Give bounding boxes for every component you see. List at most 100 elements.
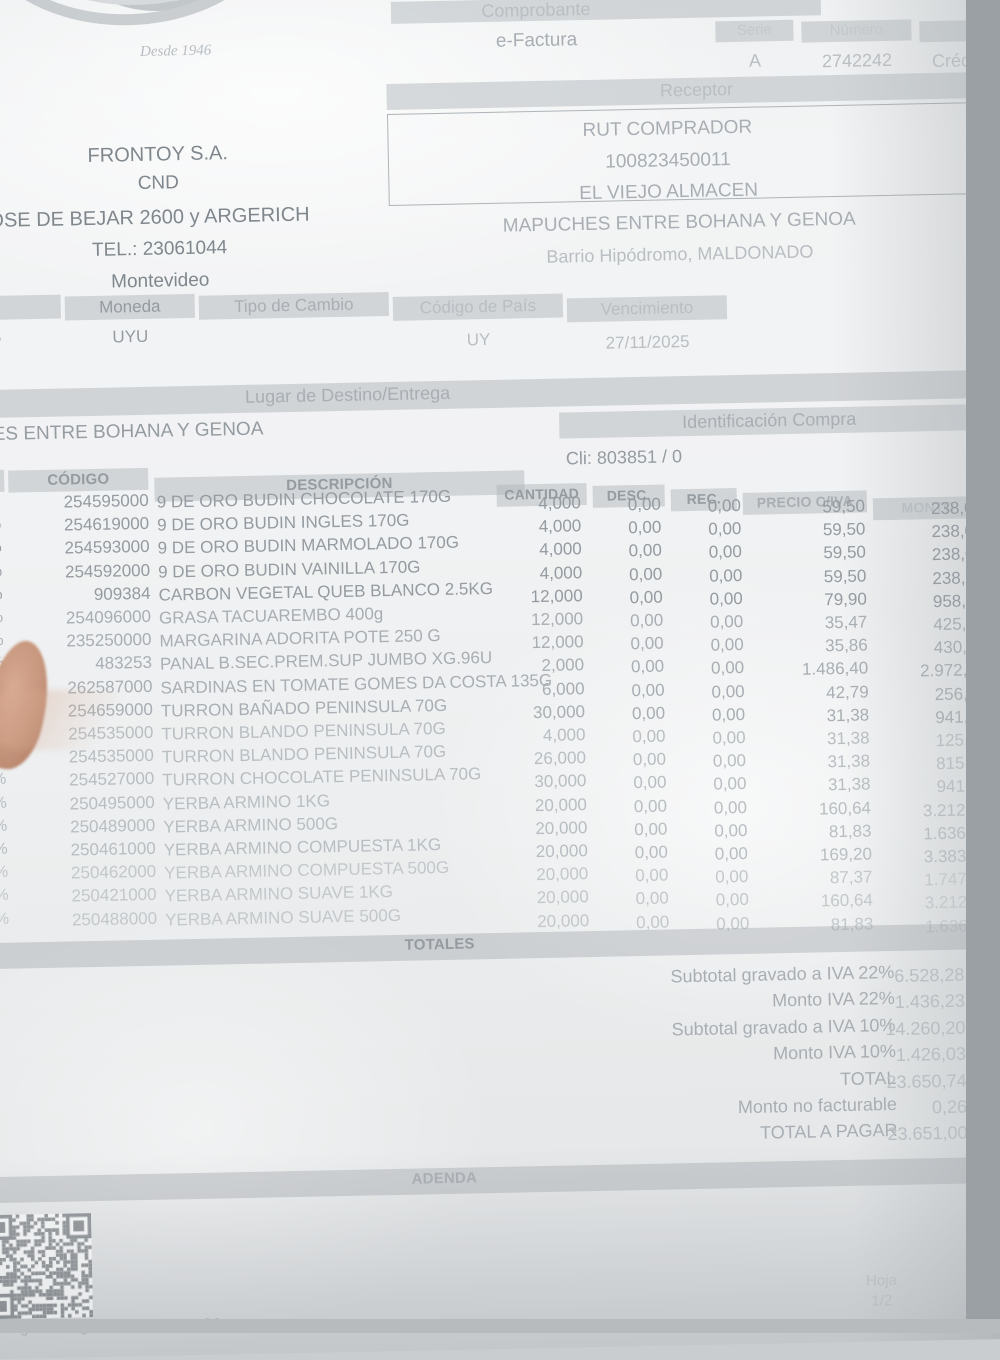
emitter-phone: TEL.: 23061044 — [91, 237, 228, 261]
cell-codigo: 250495000 — [69, 792, 155, 814]
codigo-pais-value: UY — [466, 329, 491, 350]
logo-tagline: Desde 1946 — [139, 42, 212, 60]
numero-value: 2742242 — [821, 49, 893, 72]
cell-codigo: 254595000 — [63, 490, 149, 512]
cell-desc: 0,00 — [631, 703, 666, 723]
total-value: 0,26 — [931, 1096, 968, 1118]
cell-iva: 0% — [0, 817, 8, 836]
cell-iva: 2% — [0, 585, 3, 604]
cell-desc: 0,00 — [632, 726, 666, 747]
cell-desc: 0,00 — [628, 564, 663, 584]
cell-iva: 10% — [0, 840, 8, 859]
receptor-address: MAPUCHES ENTRE BOHANA Y GENOA — [502, 208, 856, 237]
cell-precio: 79,90 — [824, 589, 867, 610]
cell-descripcion: CARBON VEGETAL QUEB BLANCO 2.5KG — [158, 578, 494, 605]
cell-iva: 0% — [0, 631, 4, 650]
cell-codigo: 254096000 — [65, 606, 152, 628]
cell-iva: 0% — [0, 794, 7, 812]
cell-precio: 81,83 — [828, 821, 872, 842]
moneda-label: Moneda — [98, 296, 161, 317]
cell-rec: 0,00 — [711, 681, 745, 702]
cell-precio: 59,50 — [823, 542, 867, 563]
hoja-label: Hoja — [865, 1271, 898, 1290]
vencimiento-value: 27/11/2025 — [605, 331, 690, 353]
cell-iva: % — [0, 562, 3, 580]
total-value: 1.426,03 — [895, 1043, 967, 1066]
fecha-band — [0, 294, 62, 321]
cell-rec: 0,00 — [714, 843, 749, 864]
emitter-address: OSE DE BEJAR 2600 y ARGERICH — [0, 203, 310, 232]
cell-precio: 31,38 — [827, 751, 871, 772]
tipo-cambio-label: Tipo de Cambio — [233, 294, 354, 317]
cell-rec: 0,00 — [715, 890, 750, 910]
emitter-city: Montevideo — [110, 269, 210, 293]
cell-descripcion: YERBA ARMINO 1KG — [162, 790, 331, 814]
cell-iva: 10% — [0, 887, 9, 905]
total-value: 23.651,00 — [887, 1122, 968, 1145]
cell-rec: 0,00 — [710, 635, 744, 655]
cell-precio: 31,38 — [827, 774, 871, 795]
cell-rec: 0,00 — [710, 658, 745, 678]
cell-precio: 160,64 — [818, 797, 872, 819]
compra-value: Cli: 803851 / 0 — [565, 446, 683, 469]
destino-value: CHES ENTRE BOHANA Y GENOA — [0, 418, 264, 446]
total-value: 6.528,28 — [894, 964, 965, 986]
cell-descripcion: YERBA ARMINO COMPUESTA 1KG — [163, 835, 442, 860]
cell-rec: 0,00 — [712, 751, 747, 771]
cell-iva: % — [0, 539, 2, 558]
cell-descripcion: TURRON CHOCOLATE PENINSULA 70G — [162, 764, 482, 791]
cell-desc: 0,00 — [632, 749, 667, 770]
cell-precio: 87,37 — [829, 867, 873, 888]
background-bottom — [0, 1319, 1000, 1333]
cell-cantidad: 20,000 — [537, 910, 590, 931]
cell-rec: 0,00 — [708, 519, 742, 539]
comprobante-type: e-Factura — [495, 29, 578, 52]
cell-rec: 0,00 — [715, 867, 749, 887]
cell-desc: 0,00 — [627, 494, 662, 515]
numero-label: Número — [829, 21, 884, 40]
cell-rec: 0,00 — [713, 774, 747, 794]
cell-iva: 10% — [0, 910, 10, 928]
cell-precio: 59,50 — [822, 519, 866, 540]
cell-codigo: 254527000 — [69, 769, 155, 790]
cell-desc: 0,00 — [628, 540, 662, 561]
fecha-value: 2025 — [0, 328, 1, 349]
cell-rec: 0,00 — [709, 611, 744, 632]
cell-desc: 0,00 — [633, 772, 667, 793]
cell-descripcion: MARGARINA ADORITA POTE 250 G — [159, 626, 441, 651]
cell-descripcion: YERBA ARMINO COMPUESTA 500G — [163, 858, 450, 883]
moneda-value: UYU — [112, 326, 149, 347]
cell-descripcion: 9 DE ORO BUDIN VAINILLA 170G — [157, 556, 421, 582]
total-value: 14.260,20 — [885, 1017, 966, 1039]
cell-codigo: 254592000 — [64, 560, 151, 582]
cell-rec: 0,00 — [709, 565, 743, 586]
total-value: 1.436,23 — [894, 990, 966, 1013]
iva-header-band — [0, 469, 5, 493]
cell-descripcion: YERBA ARMINO SUAVE 1KG — [164, 882, 394, 906]
cell-rec: 0,00 — [711, 704, 746, 725]
cell-precio: 31,38 — [826, 728, 870, 749]
cell-desc: 0,00 — [630, 633, 664, 654]
cell-desc: 0,00 — [628, 517, 662, 538]
serie-value: A — [748, 50, 762, 71]
finger-blur — [0, 690, 140, 750]
cell-rec: 0,00 — [712, 727, 746, 748]
codigo-pais-label: Código de País — [419, 296, 537, 318]
serie-label: Serie — [736, 21, 773, 39]
cell-precio: 35,86 — [825, 635, 868, 656]
cell-descripcion: 9 DE ORO BUDIN MARMOLADO 170G — [157, 533, 460, 559]
cell-rec: 0,00 — [708, 542, 743, 562]
comprobante-label: Comprobante — [481, 0, 591, 22]
cell-descripcion: PANAL B.SEC.PREM.SUP JUMBO XG.96U — [159, 648, 493, 675]
total-value: 23.650,74 — [886, 1070, 967, 1092]
cell-descripcion: YERBA ARMINO 500G — [163, 813, 339, 837]
cell-iva: 2% — [0, 771, 7, 789]
cell-rec: 0,00 — [707, 495, 742, 516]
cell-descripcion: SARDINAS EN TOMATE GOMES DA COSTA 135G — [160, 670, 553, 698]
cell-desc: 0,00 — [633, 796, 668, 816]
cell-iva: 0% — [0, 608, 4, 627]
cell-desc: 0,00 — [629, 587, 663, 607]
cell-codigo: 909384 — [93, 583, 151, 604]
receptor-city: Barrio Hipódromo, MALDONADO — [546, 241, 814, 267]
